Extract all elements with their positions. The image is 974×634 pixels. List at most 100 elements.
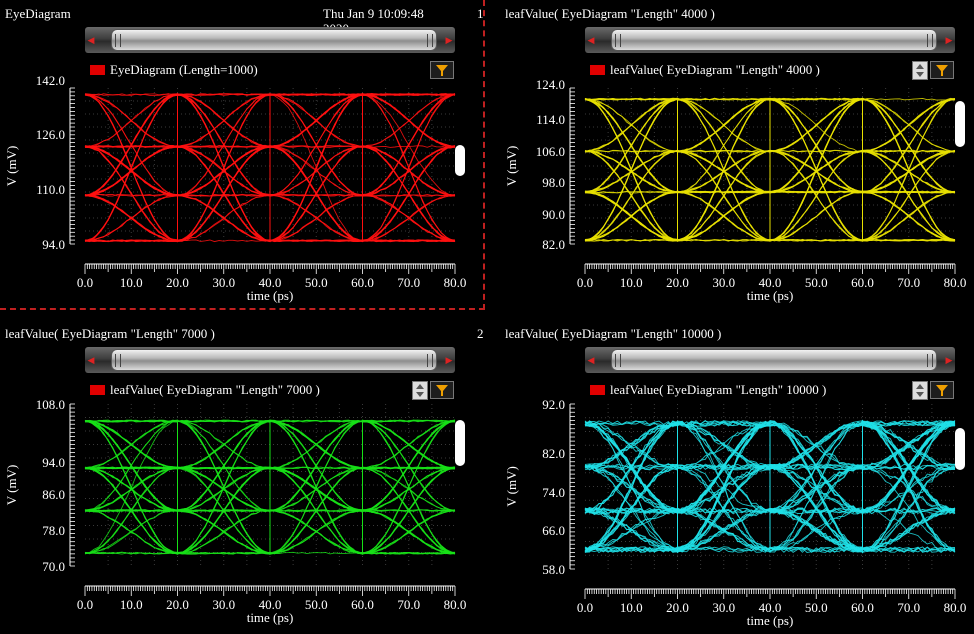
y-tick-label: 98.0 — [542, 175, 565, 190]
horizontal-scrollbar[interactable]: ◀ ▶ — [85, 347, 455, 373]
x-tick-label: 70.0 — [397, 275, 420, 290]
panel-title: EyeDiagram — [5, 6, 71, 21]
scrollbar-thumb[interactable] — [611, 29, 937, 51]
selection-outline — [0, 0, 485, 310]
y-tick-label: 126.0 — [36, 127, 65, 142]
horizontal-scrollbar[interactable]: ◀ ▶ — [85, 27, 455, 53]
filter-funnel-icon[interactable] — [430, 61, 454, 79]
x-tick-label: 40.0 — [259, 275, 282, 290]
x-axis-label: time (ps) — [247, 610, 294, 625]
x-tick-label: 20.0 — [666, 600, 689, 615]
y-tick-label: 58.0 — [542, 562, 565, 577]
eye-trace — [84, 419, 456, 555]
x-tick-label: 30.0 — [712, 275, 735, 290]
y-tick-label: 124.0 — [536, 77, 565, 92]
panel-title: leafValue( EyeDiagram "Length" 10000 ) — [505, 326, 722, 341]
y-axis-label: V (mV) — [4, 146, 19, 187]
x-tick-label: 70.0 — [397, 597, 420, 612]
arrow-left-icon[interactable]: ◀ — [587, 355, 595, 365]
plot-panel-2[interactable]: leafValue( EyeDiagram "Length" 4000 ) ◀ ▶ l… — [500, 0, 974, 314]
legend-label: leafValue( EyeDiagram "Length" 4000 ) — [610, 62, 820, 77]
y-tick-label: 86.0 — [42, 487, 65, 502]
x-axis-label: time (ps) — [747, 613, 794, 628]
eye-trace — [585, 97, 956, 242]
eye-traces — [584, 97, 956, 242]
vertical-scroll-handle[interactable] — [455, 145, 465, 176]
panel-number: 2 — [477, 326, 484, 341]
y-tick-label: 70.0 — [42, 559, 65, 574]
vertical-scroll-handle[interactable] — [955, 428, 965, 470]
x-tick-label: 10.0 — [620, 600, 643, 615]
arrow-right-icon[interactable]: ▶ — [445, 35, 453, 45]
legend-swatch — [90, 385, 105, 395]
y-axis-label: V (mV) — [504, 466, 519, 507]
arrow-right-icon[interactable]: ▶ — [945, 35, 953, 45]
arrow-left-icon[interactable]: ◀ — [587, 35, 595, 45]
x-tick-label: 60.0 — [351, 275, 374, 290]
scrollbar-thumb[interactable] — [111, 349, 437, 371]
vertical-scroll-handle[interactable] — [455, 420, 465, 466]
x-tick-label: 80.0 — [444, 275, 467, 290]
arrow-left-icon[interactable]: ◀ — [87, 35, 95, 45]
x-tick-label: 0.0 — [577, 275, 593, 290]
eye-trace — [84, 93, 455, 241]
x-tick-label: 0.0 — [577, 600, 593, 615]
x-tick-label: 20.0 — [666, 275, 689, 290]
scrollbar-thumb[interactable] — [111, 29, 437, 51]
spin-updown-icon[interactable] — [912, 61, 928, 80]
x-tick-label: 10.0 — [620, 275, 643, 290]
eye-diagram-plot: 0.0 10.0 20.0 30.0 40.0 50.0 60.0 70.0 80.0 82.0 9… — [504, 77, 967, 303]
eye-diagram-plot: 0.0 10.0 20.0 30.0 40.0 50.0 60.0 70.0 80.0 94.0 1… — [4, 73, 467, 303]
x-tick-label: 10.0 — [120, 275, 143, 290]
eye-traces — [584, 419, 956, 554]
x-tick-label: 80.0 — [944, 275, 967, 290]
x-tick-label: 60.0 — [851, 275, 874, 290]
y-tick-label: 66.0 — [542, 523, 565, 538]
timestamp-line: Thu Jan 9 10:09:48 — [323, 6, 424, 21]
x-tick-label: 10.0 — [120, 597, 143, 612]
plot-panel-3[interactable]: leafValue( EyeDiagram "Length" 7000 ) 2 ◀ ▶… — [0, 320, 487, 634]
x-tick-label: 50.0 — [805, 600, 828, 615]
x-tick-label: 40.0 — [759, 600, 782, 615]
eye-traces — [84, 92, 456, 243]
horizontal-scrollbar[interactable]: ◀ ▶ — [585, 27, 955, 53]
x-tick-label: 80.0 — [444, 597, 467, 612]
eye-trace — [584, 422, 956, 552]
x-tick-label: 0.0 — [77, 275, 93, 290]
filter-funnel-icon[interactable] — [430, 381, 454, 399]
y-tick-label: 94.0 — [42, 455, 65, 470]
filter-funnel-icon[interactable] — [930, 61, 954, 79]
x-axis-label: time (ps) — [747, 288, 794, 303]
spin-updown-icon[interactable] — [412, 381, 428, 400]
y-tick-label: 110.0 — [36, 182, 65, 197]
eye-diagram-plot: 0.0 10.0 20.0 30.0 40.0 50.0 60.0 70.0 80.0 70.0 7… — [4, 397, 467, 625]
scrollbar-thumb[interactable] — [611, 349, 937, 371]
plot-panel-4[interactable]: leafValue( EyeDiagram "Length" 10000 ) ◀ ▶… — [500, 320, 974, 634]
panel-title: leafValue( EyeDiagram "Length" 4000 ) — [505, 6, 715, 21]
x-tick-label: 70.0 — [897, 275, 920, 290]
y-tick-label: 74.0 — [542, 485, 565, 500]
y-tick-label: 106.0 — [536, 144, 565, 159]
horizontal-scrollbar[interactable]: ◀ ▶ — [585, 347, 955, 373]
eye-traces — [84, 419, 456, 555]
arrow-right-icon[interactable]: ▶ — [945, 355, 953, 365]
y-tick-label: 82.0 — [542, 237, 565, 252]
y-tick-label: 78.0 — [42, 523, 65, 538]
arrow-right-icon[interactable]: ▶ — [445, 355, 453, 365]
y-tick-label: 82.0 — [542, 446, 565, 461]
filter-funnel-icon[interactable] — [930, 381, 954, 399]
legend: EyeDiagram (Length=1000) — [90, 62, 258, 78]
y-tick-label: 114.0 — [536, 112, 565, 127]
legend-swatch — [90, 65, 105, 75]
legend: leafValue( EyeDiagram "Length" 4000 ) — [590, 62, 820, 78]
x-tick-label: 20.0 — [166, 597, 189, 612]
spin-updown-icon[interactable] — [912, 381, 928, 400]
eye-trace — [584, 420, 956, 515]
y-tick-label: 92.0 — [542, 397, 565, 412]
x-tick-label: 50.0 — [805, 275, 828, 290]
legend-label: leafValue( EyeDiagram "Length" 10000 ) — [610, 382, 827, 397]
plot-panel-1[interactable]: EyeDiagram Thu Jan 9 10:09:48 2020 1 ◀ ▶ EyeDi… — [0, 0, 487, 314]
arrow-left-icon[interactable]: ◀ — [87, 355, 95, 365]
vertical-scroll-handle[interactable] — [955, 101, 965, 147]
x-tick-label: 40.0 — [259, 597, 282, 612]
